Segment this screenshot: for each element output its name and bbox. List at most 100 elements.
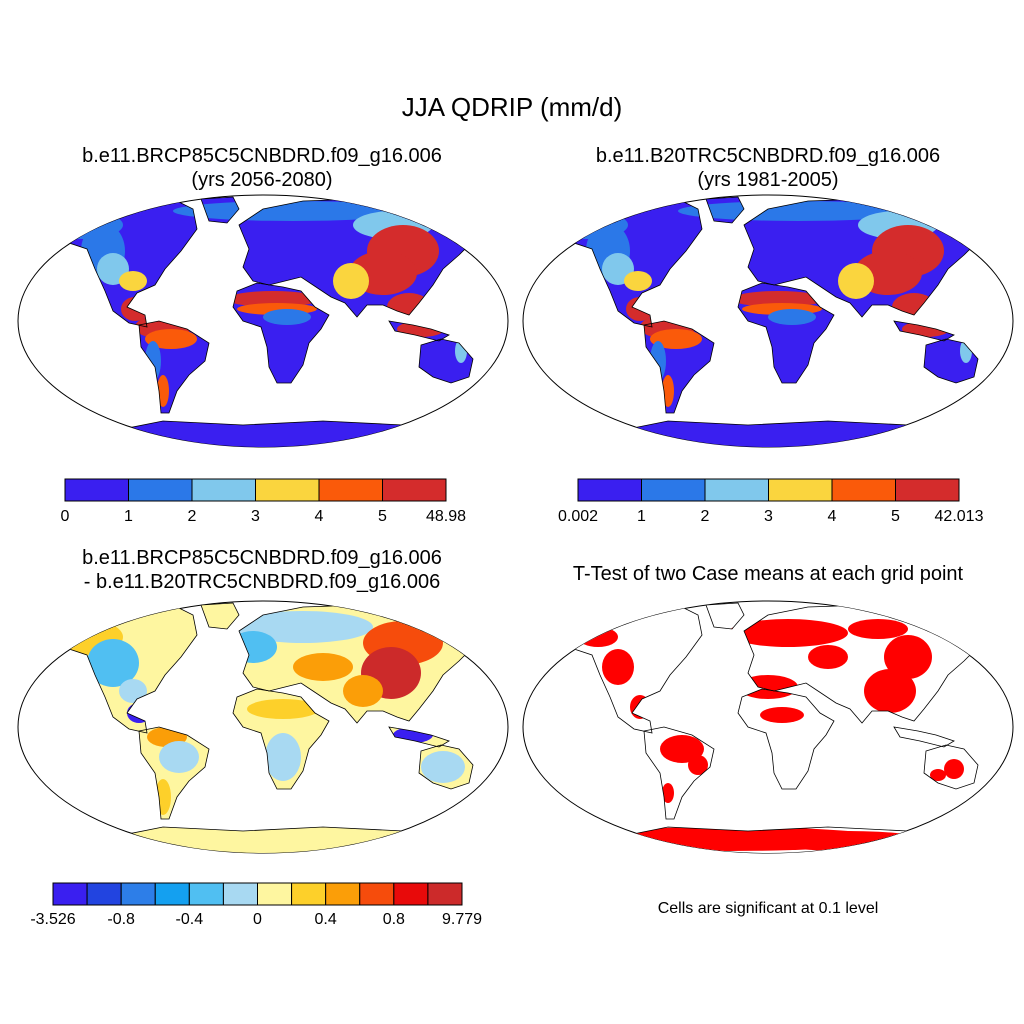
colorbar-tick-label: 2 xyxy=(700,508,710,525)
data-patch xyxy=(578,627,618,647)
coastline-gl xyxy=(200,602,240,630)
coastline-af xyxy=(232,282,330,384)
colorbar-swatch xyxy=(257,882,293,906)
coastline-sea xyxy=(893,320,955,342)
land-mass-gl xyxy=(706,603,744,629)
data-patch xyxy=(417,211,475,227)
panel-title-case-line2: (yrs 2056-2080) xyxy=(191,169,333,191)
data-patch xyxy=(265,733,301,781)
map-diff xyxy=(17,600,509,854)
coastline-au xyxy=(923,338,979,384)
colorbar-tick-label: -0.4 xyxy=(175,911,204,928)
data-patch xyxy=(944,759,964,779)
data-patch xyxy=(662,783,674,803)
colorbar-ref-labels: 0.002 1 2 3 4 5 42.013 xyxy=(0,508,1024,528)
data-patch xyxy=(864,669,916,713)
colorbar-swatch xyxy=(64,478,129,502)
data-patch xyxy=(838,263,874,299)
data-patch xyxy=(808,645,848,669)
coastline-sa xyxy=(138,726,210,820)
colorbar-tick-label: 5 xyxy=(891,508,900,525)
colorbar-swatch xyxy=(393,882,429,906)
coastline-af xyxy=(232,688,330,790)
coastline-sa xyxy=(643,320,715,414)
data-patch xyxy=(87,639,139,687)
data-patch xyxy=(247,699,319,719)
data-patch xyxy=(930,769,946,781)
colorbar-tick-label: 4 xyxy=(314,508,324,525)
coastline-au xyxy=(418,338,474,384)
colorbar-diff-labels: -3.526 -0.8 -0.4 0 0.4 0.8 9.779 xyxy=(0,911,1024,931)
colorbar-swatch xyxy=(577,478,642,502)
colorbar-swatch xyxy=(895,478,960,502)
land-mass-sea xyxy=(894,727,954,747)
colorbar-tick-label: 0.8 xyxy=(382,911,405,928)
coastline-sa xyxy=(643,726,715,820)
colorbar-swatch xyxy=(704,478,769,502)
colorbar-swatch xyxy=(318,478,383,502)
land-mass-an xyxy=(103,827,463,853)
coastline-sa xyxy=(138,320,210,414)
land-mass-an xyxy=(103,421,463,447)
colorbar-swatch xyxy=(427,882,463,906)
colorbar-ref xyxy=(577,478,960,502)
data-patch xyxy=(728,619,848,647)
colorbar-tick-label: -0.8 xyxy=(107,911,135,928)
panel-title-ref: b.e11.B20TRC5CNBDRD.f09_g16.006 (yrs 198… xyxy=(512,144,1024,192)
colorbar-tick-label: 1 xyxy=(637,508,646,525)
map-ref xyxy=(522,194,1014,448)
colorbar-swatch xyxy=(382,478,447,502)
colorbar-tick-label: 0.002 xyxy=(557,508,599,525)
coastline-au xyxy=(418,744,474,790)
data-patch xyxy=(884,635,932,679)
colorbar-swatch xyxy=(128,478,193,502)
significance-note: Cells are significant at 0.1 level xyxy=(657,900,879,917)
map-case xyxy=(17,194,509,448)
colorbar-tick-label: 0 xyxy=(60,508,70,525)
data-patch xyxy=(145,329,197,349)
colorbar-swatch xyxy=(831,478,896,502)
colorbar-swatch xyxy=(154,882,190,906)
colorbar-tick-label: 48.98 xyxy=(425,508,467,525)
colorbar-diff xyxy=(52,882,463,906)
data-patch xyxy=(333,263,369,299)
coastline-gl xyxy=(705,196,745,224)
colorbar-swatch xyxy=(768,478,833,502)
coastline-au xyxy=(923,744,979,790)
panel-title-diff: b.e11.BRCP85C5CNBDRD.f09_g16.006 - b.e11… xyxy=(6,546,518,594)
colorbar-tick-label: 1 xyxy=(124,508,133,525)
data-patch xyxy=(293,653,353,681)
coastline-sea xyxy=(388,320,450,342)
colorbar-tick-label: 0 xyxy=(253,911,262,928)
coastline-sea xyxy=(388,726,450,748)
data-patch xyxy=(119,271,147,291)
data-patch xyxy=(421,751,465,783)
colorbar-tick-label: 3 xyxy=(764,508,773,525)
data-patch xyxy=(732,291,824,307)
data-patch xyxy=(650,329,702,349)
panel-title-case: b.e11.BRCP85C5CNBDRD.f09_g16.006 (yrs 20… xyxy=(6,144,518,192)
data-patch xyxy=(922,211,980,227)
map-ttest xyxy=(522,600,1014,854)
colorbar-swatch xyxy=(291,882,327,906)
data-patch xyxy=(624,271,652,291)
colorbar-tick-label: 4 xyxy=(827,508,837,525)
data-patch xyxy=(343,675,383,707)
panel-title-case-line1: b.e11.BRCP85C5CNBDRD.f09_g16.006 xyxy=(82,145,442,167)
colorbar-case xyxy=(64,478,447,502)
data-patch xyxy=(660,735,704,763)
colorbar-tick-label: 0.4 xyxy=(314,911,337,928)
colorbar-swatch xyxy=(188,882,224,906)
colorbar-swatch xyxy=(52,882,88,906)
coastline-sea xyxy=(893,726,955,748)
data-patch xyxy=(159,741,199,773)
main-title: JJA QDRIP (mm/d) xyxy=(401,92,623,122)
data-patch xyxy=(602,649,634,685)
coastlines xyxy=(545,196,981,447)
colorbar-swatch xyxy=(325,882,361,906)
panel-title-diff-line2: - b.e11.B20TRC5CNBDRD.f09_g16.006 xyxy=(83,571,441,593)
panel-title-ref-line1: b.e11.B20TRC5CNBDRD.f09_g16.006 xyxy=(595,145,941,167)
colorbar-swatch xyxy=(222,882,259,906)
colorbar-tick-label: 5 xyxy=(378,508,387,525)
panel-title-diff-line1: b.e11.BRCP85C5CNBDRD.f09_g16.006 xyxy=(82,547,442,569)
